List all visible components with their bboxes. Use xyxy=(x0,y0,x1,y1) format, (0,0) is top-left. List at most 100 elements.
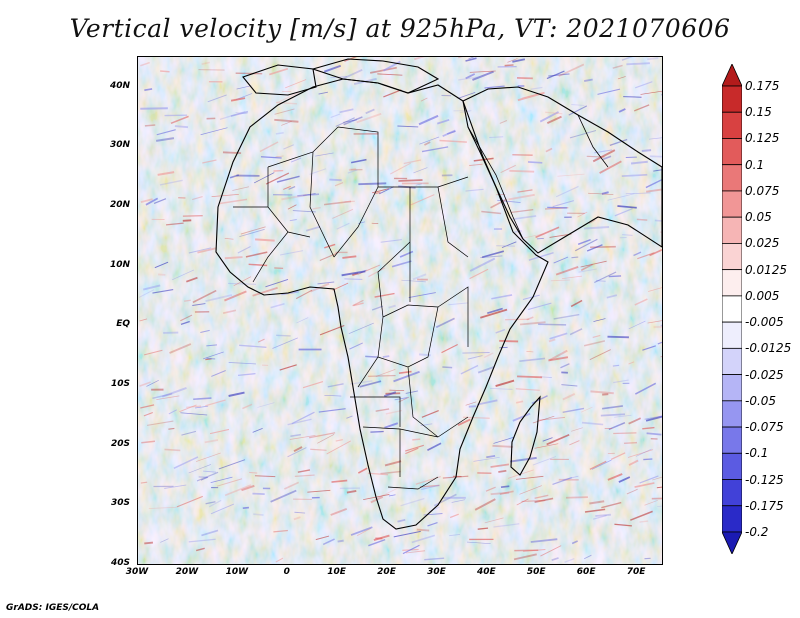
velocity-streak xyxy=(469,70,496,73)
velocity-streak xyxy=(457,92,476,99)
velocity-streak xyxy=(405,447,419,455)
velocity-streak xyxy=(562,475,579,481)
velocity-streak xyxy=(353,302,364,307)
velocity-streak xyxy=(621,173,648,177)
velocity-streak xyxy=(457,418,471,427)
lon-label: 20E xyxy=(377,567,396,577)
velocity-streak xyxy=(548,338,556,343)
velocity-streak xyxy=(571,427,583,432)
velocity-streak xyxy=(265,172,290,185)
velocity-streak xyxy=(159,179,183,186)
velocity-streak xyxy=(601,501,622,509)
velocity-streak xyxy=(628,459,639,466)
velocity-streak xyxy=(398,179,423,182)
velocity-streak xyxy=(330,507,348,516)
velocity-streak xyxy=(371,305,384,311)
velocity-streak xyxy=(383,391,397,398)
velocity-streak xyxy=(403,159,422,165)
velocity-streak xyxy=(480,255,503,259)
velocity-streak xyxy=(352,299,364,307)
velocity-streak xyxy=(509,169,535,173)
velocity-streak xyxy=(176,495,203,508)
velocity-streak xyxy=(257,338,265,343)
velocity-streak xyxy=(374,191,381,195)
velocity-streak xyxy=(194,405,209,409)
velocity-streak xyxy=(297,469,311,473)
velocity-streak xyxy=(618,476,631,483)
velocity-streak xyxy=(224,256,243,260)
velocity-streak xyxy=(580,263,594,272)
velocity-streak xyxy=(359,380,382,388)
velocity-streak xyxy=(562,407,585,413)
velocity-streak xyxy=(630,160,648,165)
velocity-streak xyxy=(433,493,457,507)
velocity-streak xyxy=(164,448,181,452)
velocity-streak xyxy=(558,63,585,77)
velocity-streak xyxy=(202,159,217,164)
velocity-streak xyxy=(337,539,344,543)
velocity-streak xyxy=(504,64,514,67)
velocity-streak xyxy=(239,228,265,238)
velocity-streak xyxy=(654,219,662,222)
velocity-streak xyxy=(252,492,265,495)
velocity-streak xyxy=(317,433,335,444)
velocity-streak xyxy=(289,435,316,440)
velocity-streak xyxy=(528,252,554,261)
velocity-streak xyxy=(597,88,621,95)
velocity-streak xyxy=(192,196,203,201)
colorbar-swatch xyxy=(721,531,743,555)
velocity-streak xyxy=(641,149,652,153)
velocity-streak xyxy=(500,164,516,174)
velocity-streak xyxy=(291,411,315,425)
velocity-streak xyxy=(580,260,607,268)
velocity-streak xyxy=(232,186,250,191)
velocity-streak xyxy=(143,412,153,417)
velocity-streak xyxy=(348,167,357,171)
lat-label: 30S xyxy=(110,498,130,509)
velocity-streak xyxy=(547,206,567,209)
velocity-streak xyxy=(342,255,357,259)
velocity-streak xyxy=(516,498,529,506)
lon-label: 0 xyxy=(283,567,290,577)
velocity-streak xyxy=(228,391,245,397)
velocity-streak xyxy=(296,317,309,324)
velocity-streak xyxy=(270,489,297,503)
velocity-streak xyxy=(186,276,198,283)
velocity-streak xyxy=(565,496,588,499)
velocity-streak xyxy=(600,413,625,417)
velocity-streak xyxy=(152,289,174,294)
velocity-streak xyxy=(660,324,662,327)
velocity-streak xyxy=(442,366,453,369)
velocity-streak xyxy=(414,57,425,61)
lat-label: 20S xyxy=(110,438,130,449)
velocity-streak xyxy=(164,484,187,489)
velocity-streak xyxy=(200,329,210,333)
velocity-streak xyxy=(630,510,653,521)
velocity-streak xyxy=(290,157,302,163)
velocity-streak xyxy=(350,526,373,536)
velocity-streak xyxy=(207,94,227,103)
velocity-streak xyxy=(424,557,445,561)
velocity-streak xyxy=(465,73,476,80)
velocity-streak xyxy=(546,434,570,446)
velocity-streak xyxy=(312,206,321,210)
velocity-streak xyxy=(493,437,514,444)
colorbar-swatch xyxy=(721,426,743,454)
lon-label: 10E xyxy=(327,567,346,577)
velocity-streak xyxy=(169,343,192,354)
country-borders xyxy=(233,126,469,490)
colorbar-label: 0.1 xyxy=(745,157,765,172)
velocity-streak xyxy=(607,193,635,201)
velocity-streak xyxy=(372,188,390,194)
velocity-streak xyxy=(519,485,542,495)
velocity-streak xyxy=(586,155,605,158)
velocity-streak xyxy=(319,324,345,336)
velocity-streak xyxy=(621,57,633,61)
velocity-streak xyxy=(639,475,659,484)
velocity-streak xyxy=(646,432,662,436)
velocity-streak xyxy=(477,527,489,530)
velocity-streak xyxy=(485,486,496,492)
velocity-streak xyxy=(569,129,597,139)
velocity-streak xyxy=(581,421,604,426)
velocity-streak xyxy=(402,544,420,555)
